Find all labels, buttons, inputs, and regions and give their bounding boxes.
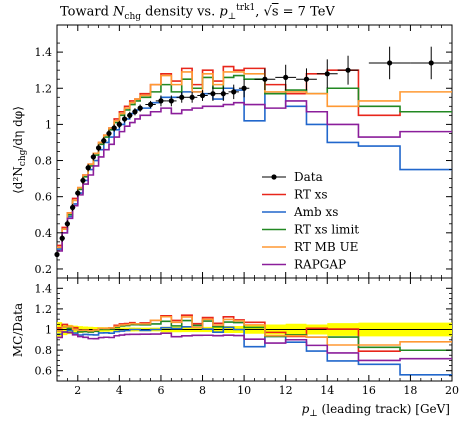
main-series [57, 65, 452, 252]
data-point [137, 104, 143, 112]
data-points [54, 46, 452, 259]
y-tick-label: 0.2 [35, 263, 53, 276]
data-point [64, 220, 70, 228]
axis-ticks: 2 4 6 8 10 12 14 16 18 20 0.2 0.4 0.6 0.8 1 1.2 1.4 0.6 0.… [35, 25, 459, 397]
series-rt-xs-limit [57, 74, 452, 249]
data-point [145, 100, 156, 109]
data-point [155, 95, 167, 107]
ratio-y-tick-label: 1 [45, 324, 52, 337]
data-point [176, 91, 187, 103]
data-point [368, 46, 411, 80]
data-point [116, 120, 122, 129]
ratio-series-rapgap [57, 331, 452, 362]
data-point [410, 46, 452, 80]
data-point [186, 91, 198, 103]
y-tick-label: 0.8 [35, 155, 53, 168]
data-point [337, 55, 359, 85]
y-tick-label: 0.6 [35, 191, 53, 204]
data-point [54, 250, 60, 259]
data-point [275, 64, 297, 91]
legend-label: Amb xs [293, 205, 338, 219]
x-tick-label: 8 [199, 384, 206, 397]
y-tick-label: 0.4 [35, 227, 53, 240]
ratio-series [57, 314, 452, 376]
data-point [90, 153, 96, 161]
data-point [85, 164, 91, 172]
data-point [80, 176, 86, 185]
x-tick-label: 18 [403, 384, 417, 397]
data-point [59, 234, 65, 242]
legend-label: RT xs limit [294, 223, 359, 237]
data-point [238, 79, 250, 98]
legend-label: RT xs [294, 188, 328, 202]
data-point [69, 203, 76, 212]
series-amb-xs [57, 87, 452, 250]
series-rapgap [57, 100, 452, 252]
ratio-y-axis-label: MC/Data [11, 303, 25, 357]
x-tick-label: 12 [279, 384, 293, 397]
legend-marker [271, 174, 277, 180]
y-axis-label: ⟨d²Nchg/dη dφ⟩ [11, 106, 28, 194]
ratio-series-rt-xs-limit [57, 319, 452, 352]
legend-label: RT MB UE [294, 240, 358, 254]
x-axis-label: p⊥ (leading track) [GeV] [302, 402, 450, 419]
legend-entry: Amb xs [262, 205, 338, 219]
data-point [254, 68, 276, 91]
legend-label: Data [294, 170, 323, 184]
ratio-series-rt-mb-ue [57, 315, 452, 346]
ratio-y-tick-label: 1.4 [35, 282, 53, 295]
data-point [197, 90, 208, 101]
data-point [218, 86, 229, 101]
data-point [207, 86, 219, 101]
series-rt-xs [57, 65, 452, 247]
x-tick-label: 6 [157, 384, 164, 397]
legend-entry: RT xs limit [262, 223, 359, 237]
data-point [106, 129, 112, 138]
ratio-y-tick-label: 0.6 [35, 365, 53, 378]
x-tick-label: 14 [320, 384, 334, 397]
data-marker [54, 251, 60, 258]
data-point [166, 95, 177, 107]
x-tick-label: 2 [74, 384, 81, 397]
legend-entry: RT xs [262, 188, 328, 202]
y-tick-label: 1.4 [35, 46, 53, 59]
x-tick-label: 4 [116, 384, 123, 397]
x-tick-label: 10 [237, 384, 251, 397]
ratio-band [57, 322, 452, 337]
x-tick-label: 16 [362, 384, 376, 397]
data-point [127, 111, 133, 119]
data-point [111, 124, 117, 132]
ratio-y-tick-label: 1.2 [35, 303, 53, 316]
data-point [296, 68, 317, 91]
data-point [101, 137, 107, 145]
data-point [95, 144, 102, 152]
legend-entry: Data [262, 170, 323, 184]
y-tick-label: 1 [45, 118, 52, 131]
series-rt-mb-ue [57, 71, 452, 249]
y-tick-label: 1.2 [35, 82, 53, 95]
data-point [228, 84, 239, 100]
data-point [316, 59, 338, 89]
legend-entry: RT MB UE [262, 240, 358, 254]
plot-title: Toward Nchg density vs. p⊥trk1, √s = 7 T… [60, 3, 335, 22]
ratio-y-tick-label: 0.8 [35, 344, 53, 357]
data-point [132, 108, 138, 116]
data-point [75, 189, 81, 197]
legend: Data RT xs Amb xs RT xs limit RT MB UE RAPGAP [262, 170, 359, 272]
data-point [121, 115, 128, 123]
legend-label: RAPGAP [294, 258, 346, 272]
x-tick-label: 20 [445, 384, 459, 397]
legend-entry: RAPGAP [262, 258, 346, 272]
